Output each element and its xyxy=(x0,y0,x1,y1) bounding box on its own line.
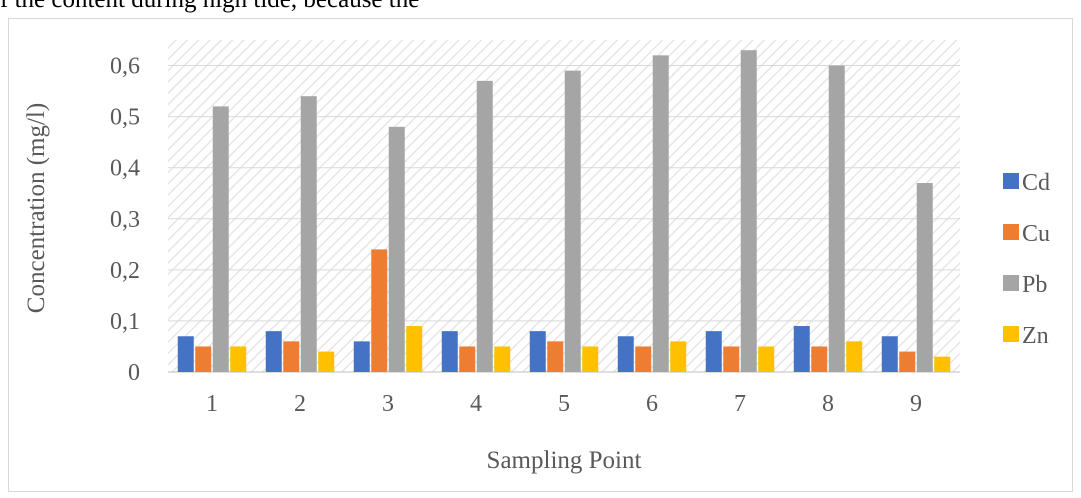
bar-cd xyxy=(793,326,810,372)
legend-label-zn: Zn xyxy=(1022,323,1049,349)
y-tick-label: 0 xyxy=(128,360,140,386)
plot-area xyxy=(168,40,960,372)
document-text-fragment: f the content during high tide, because … xyxy=(0,0,419,14)
bar-cd xyxy=(441,331,458,372)
bar-zn xyxy=(406,326,423,372)
y-tick-label: 0,4 xyxy=(110,156,140,182)
bar-pb xyxy=(388,126,405,372)
legend-label-pb: Pb xyxy=(1022,272,1047,298)
legend-swatch-cd xyxy=(1003,173,1019,189)
bar-cd xyxy=(881,336,898,372)
chart-frame xyxy=(8,18,1073,492)
x-tick-labels: 1 2 3 4 5 6 7 8 9 xyxy=(206,391,922,417)
y-tick-label: 0,5 xyxy=(110,105,140,131)
y-tick-label: 0,6 xyxy=(110,54,140,80)
x-tick-label: 5 xyxy=(558,391,570,417)
bar-cu xyxy=(459,346,476,372)
y-tick-labels: 0 0,1 0,2 0,3 0,4 0,5 0,6 xyxy=(110,54,140,386)
bar-cd xyxy=(529,331,546,372)
bars xyxy=(177,50,951,373)
bar-zn xyxy=(318,351,335,372)
bar-zn xyxy=(846,341,863,372)
bar-cu xyxy=(811,346,828,372)
x-tick-label: 1 xyxy=(206,391,218,417)
y-tick-label: 0,2 xyxy=(110,258,140,284)
y-axis-title: Concentration (mg/l) xyxy=(23,103,50,313)
legend-label-cu: Cu xyxy=(1022,221,1050,247)
bar-zn xyxy=(582,346,599,372)
x-tick-label: 9 xyxy=(910,391,922,417)
x-tick-label: 2 xyxy=(294,391,306,417)
legend-swatch-cu xyxy=(1003,224,1019,240)
bar-pb xyxy=(212,106,229,373)
y-tick-label: 0,3 xyxy=(110,207,140,233)
bar-cu xyxy=(635,346,652,372)
bar-zn xyxy=(494,346,511,372)
bar-zn xyxy=(230,346,247,372)
bar-cu xyxy=(547,341,564,372)
x-tick-label: 4 xyxy=(470,391,482,417)
legend: Cd Cu Pb Zn xyxy=(1003,170,1050,349)
bar-zn xyxy=(758,346,775,372)
legend-swatch-zn xyxy=(1003,326,1019,342)
bar-cd xyxy=(265,331,282,372)
x-tick-label: 6 xyxy=(646,391,658,417)
bar-cu xyxy=(371,249,388,372)
x-axis-title: Sampling Point xyxy=(487,447,642,474)
bar-cd xyxy=(617,336,634,372)
bar-pb xyxy=(828,65,845,373)
x-tick-label: 8 xyxy=(822,391,834,417)
x-tick-label: 7 xyxy=(734,391,746,417)
bar-pb xyxy=(300,96,317,372)
legend-swatch-pb xyxy=(1003,275,1019,291)
bar-pb xyxy=(652,55,669,372)
bar-cu xyxy=(723,346,740,372)
bar-cd xyxy=(705,331,722,372)
bar-cu xyxy=(283,341,300,372)
bar-cu xyxy=(195,346,212,372)
bar-zn xyxy=(670,341,687,372)
legend-label-cd: Cd xyxy=(1022,170,1050,196)
bar-cd xyxy=(177,336,194,372)
bar-pb xyxy=(740,50,757,372)
x-tick-label: 3 xyxy=(382,391,394,417)
bar-pb xyxy=(564,70,581,373)
bar-pb xyxy=(476,80,493,372)
bar-cu xyxy=(899,351,916,372)
bar-pb xyxy=(916,183,933,372)
gridlines xyxy=(168,65,960,373)
y-tick-label: 0,1 xyxy=(110,309,140,335)
bar-cd xyxy=(353,341,370,372)
bar-zn xyxy=(934,356,951,372)
